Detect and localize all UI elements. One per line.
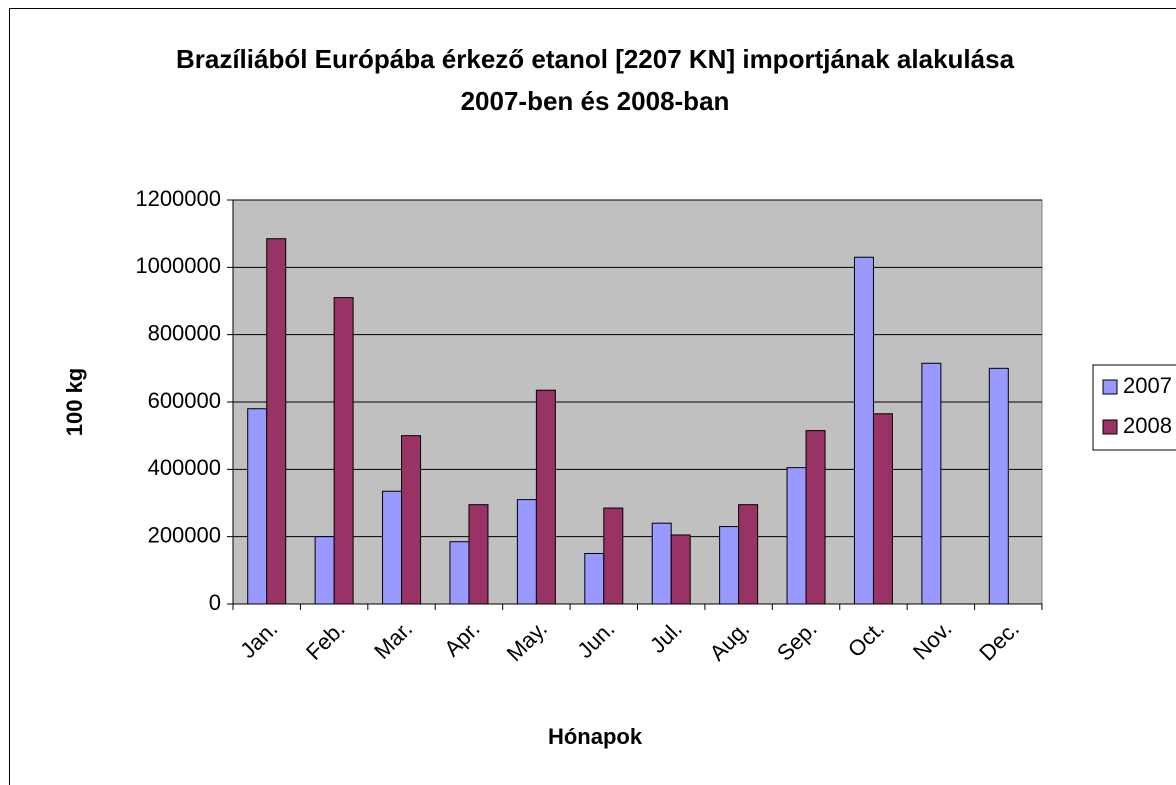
legend-label: 2008 [1123, 413, 1172, 438]
x-tick-label: Feb. [301, 616, 350, 665]
y-tick-label: 400000 [148, 455, 221, 480]
y-tick-label: 200000 [148, 522, 221, 547]
x-tick-label: Mar. [369, 616, 417, 664]
bar [805, 430, 826, 605]
x-tick-label: Apr. [439, 616, 484, 661]
bar [584, 553, 605, 605]
bar [449, 541, 470, 605]
y-axis-label: 100 kg [62, 368, 87, 437]
bar [786, 467, 807, 605]
bar [603, 507, 624, 605]
bar [921, 362, 942, 605]
x-tick-label: Dec. [974, 616, 1024, 666]
bar [314, 536, 335, 605]
bar [719, 526, 740, 605]
x-tick-label: Aug. [705, 616, 755, 666]
x-tick-label: Nov. [908, 616, 957, 665]
legend-swatch [1102, 379, 1118, 395]
x-axis-label: Hónapok [548, 724, 643, 749]
bar [651, 522, 672, 605]
legend-swatch [1102, 419, 1118, 435]
bar [988, 367, 1009, 605]
legend-box [1092, 364, 1176, 451]
bar [333, 297, 354, 605]
bar [535, 389, 556, 605]
bar [382, 490, 403, 605]
x-tick-label: Jun. [572, 616, 619, 663]
bar [468, 504, 489, 605]
legend-label: 2007 [1123, 373, 1172, 398]
x-tick-label: Jul. [645, 616, 687, 658]
y-tick-label: 1200000 [135, 186, 221, 211]
bar [516, 499, 537, 605]
bar [872, 413, 893, 605]
bar [670, 534, 691, 605]
bar [853, 256, 874, 605]
x-tick-label: Jan. [235, 616, 282, 663]
chart-title: Brazíliából Európába érkező etanol [2207… [175, 44, 1015, 116]
y-tick-label: 600000 [148, 388, 221, 413]
y-tick-label: 0 [209, 590, 221, 615]
x-tick-label: Oct. [843, 616, 889, 662]
x-tick-label: Sep. [772, 616, 822, 666]
y-tick-label: 1000000 [135, 253, 221, 278]
bar [247, 408, 268, 605]
bar [738, 504, 759, 605]
bar [266, 238, 287, 605]
bar [401, 435, 422, 605]
x-tick-label: May. [502, 616, 552, 666]
chart-border [9, 8, 1176, 785]
y-tick-label: 800000 [148, 320, 221, 345]
